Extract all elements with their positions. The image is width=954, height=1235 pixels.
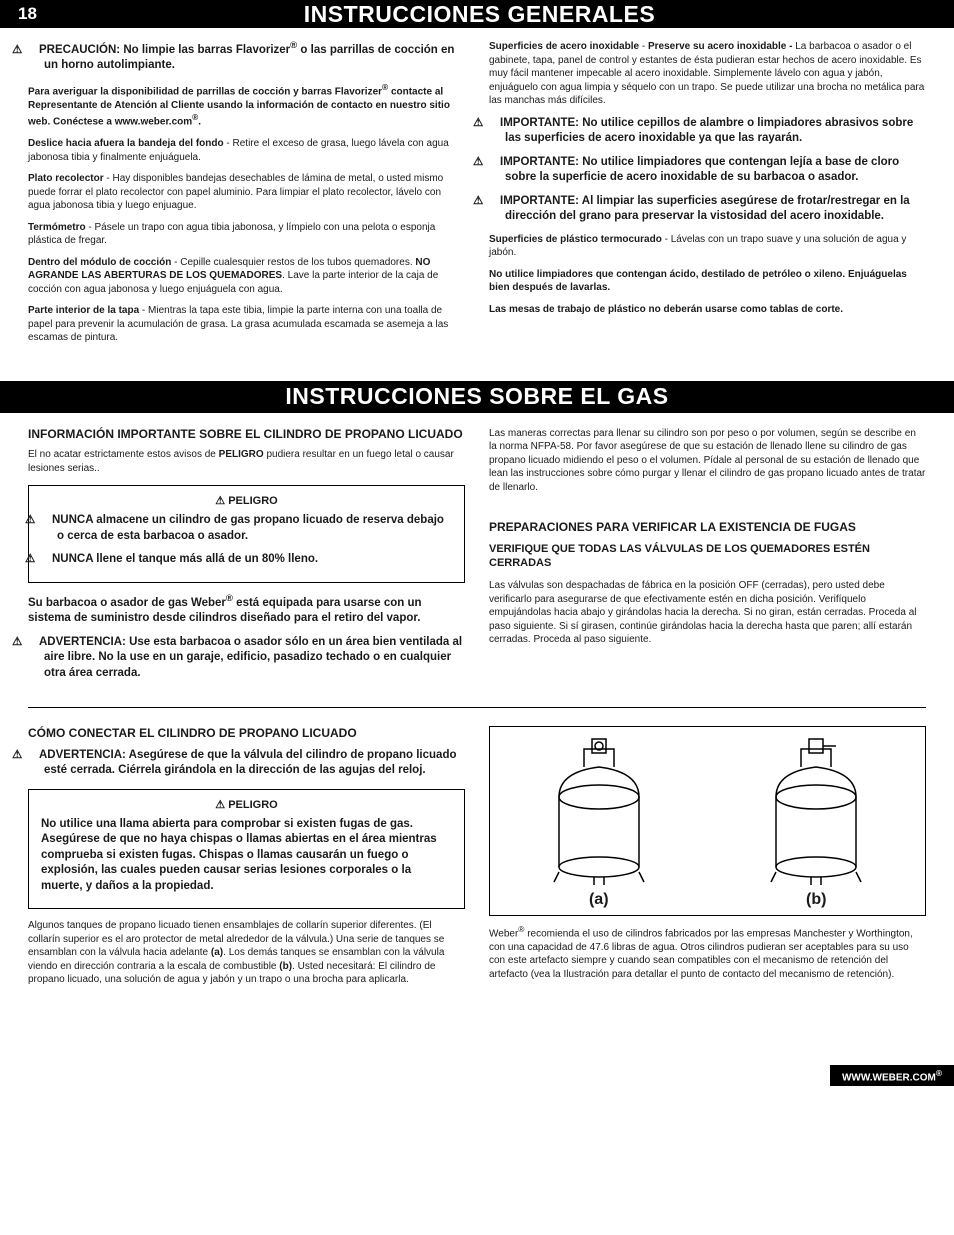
no-acatar: El no acatar estrictamente estos avisos … [28,448,465,475]
section-gas-title: INSTRUCCIONES SOBRE EL GAS [0,381,954,413]
warning-icon: ⚠ [41,552,52,568]
warning-icon: ⚠ [489,155,500,171]
plastico-termo: Superficies de plástico termocurado - Lá… [489,233,926,260]
warning-icon: ⚠ [28,748,39,764]
equipada: Su barbacoa o asador de gas Weber® está … [28,593,465,627]
disponibilidad: Para averiguar la disponibilidad de parr… [28,82,465,129]
verifique-valvulas-sub: VERIFIQUE QUE TODAS LAS VÁLVULAS DE LOS … [489,542,926,572]
weber-recomienda: Weber® recomienda el uso de cilindros fa… [489,924,926,981]
tank-b-icon [761,737,871,887]
tank-a-icon [544,737,654,887]
importante-lejia: ⚠IMPORTANTE: No utilice limpiadores que … [489,155,926,186]
section-gas: INFORMACIÓN IMPORTANTE SOBRE EL CILINDRO… [28,427,926,690]
dentro-modulo: Dentro del módulo de cocción - Cepille c… [28,256,465,297]
section-general: ⚠PRECAUCIÓN: No limpie las barras Flavor… [28,40,926,353]
col-left-1: ⚠PRECAUCIÓN: No limpie las barras Flavor… [28,40,465,353]
col-left-2: INFORMACIÓN IMPORTANTE SOBRE EL CILINDRO… [28,427,465,690]
maneras-llenar: Las maneras correctas para llenar su cil… [489,427,926,495]
diagram-cell-b: (b) [708,727,926,915]
tanques-collarin: Algunos tanques de propano licuado tiene… [28,919,465,987]
header-title: INSTRUCCIONES GENERALES [5,1,954,28]
col-left-3: CÓMO CONECTAR EL CILINDRO DE PROPANO LIC… [28,726,465,995]
valvulas-body: Las válvulas son despachadas de fábrica … [489,579,926,647]
footer: WWW.WEBER.COM® [0,1065,954,1086]
warning-icon: ⚠ [28,43,39,59]
superficies-inox: Superficies de acero inoxidable - Preser… [489,40,926,108]
advertencia-ventilada: ⚠ADVERTENCIA: Use esta barbacoa o asador… [28,635,465,682]
tank-diagram: (a) (b) [489,726,926,916]
warning-icon: ⚠ [489,194,500,210]
mesas-plastico: Las mesas de trabajo de plástico no debe… [489,303,926,317]
col-right-3: (a) (b) Weber® recomienda el us [489,726,926,995]
importante-grano: ⚠IMPORTANTE: Al limpiar las superficies … [489,194,926,225]
diagram-cell-a: (a) [490,727,708,915]
deslice: Deslice hacia afuera la bandeja del fond… [28,137,465,164]
diagram-label-b: (b) [806,891,826,909]
conectar-head: CÓMO CONECTAR EL CILINDRO DE PROPANO LIC… [28,726,465,742]
no-llama-abierta: No utilice una llama abierta para compro… [41,817,452,895]
nunca-llene: ⚠NUNCA llene el tanque más allá de un 80… [41,552,452,568]
col-right-2: Las maneras correctas para llenar su cil… [489,427,926,690]
divider [28,707,926,708]
parte-tapa: Parte interior de la tapa - Mientras la … [28,304,465,345]
plato: Plato recolector - Hay disponibles bande… [28,172,465,213]
section-conectar: CÓMO CONECTAR EL CILINDRO DE PROPANO LIC… [28,726,926,995]
col-right-1: Superficies de acero inoxidable - Preser… [489,40,926,353]
importante-cepillos: ⚠IMPORTANTE: No utilice cepillos de alam… [489,116,926,147]
warning-icon: ⚠ [215,799,225,811]
danger-box-2: ⚠ PELIGRO No utilice una llama abierta p… [28,789,465,910]
footer-url: WWW.WEBER.COM® [830,1065,954,1086]
info-cilindro-head: INFORMACIÓN IMPORTANTE SOBRE EL CILINDRO… [28,427,465,443]
prep-fugas-head: PREPARACIONES PARA VERIFICAR LA EXISTENC… [489,520,926,536]
no-acido: No utilice limpiadores que contengan áci… [489,268,926,295]
termometro: Termómetro - Pásele un trapo con agua ti… [28,221,465,248]
warning-icon: ⚠ [41,513,52,529]
danger-box-1: ⚠ PELIGRO ⚠NUNCA almacene un cilindro de… [28,485,465,583]
danger-head-2: ⚠ PELIGRO [41,798,452,811]
warning-icon: ⚠ [489,116,500,132]
warning-icon: ⚠ [215,495,225,507]
nunca-almacene: ⚠NUNCA almacene un cilindro de gas propa… [41,513,452,544]
precaucion-flavorizer: ⚠PRECAUCIÓN: No limpie las barras Flavor… [28,40,465,74]
advertencia-valvula: ⚠ADVERTENCIA: Asegúrese de que la válvul… [28,748,465,779]
header-bar: 18 INSTRUCCIONES GENERALES [0,0,954,28]
diagram-label-a: (a) [589,891,609,909]
danger-head-1: ⚠ PELIGRO [41,494,452,507]
warning-icon: ⚠ [28,635,39,651]
